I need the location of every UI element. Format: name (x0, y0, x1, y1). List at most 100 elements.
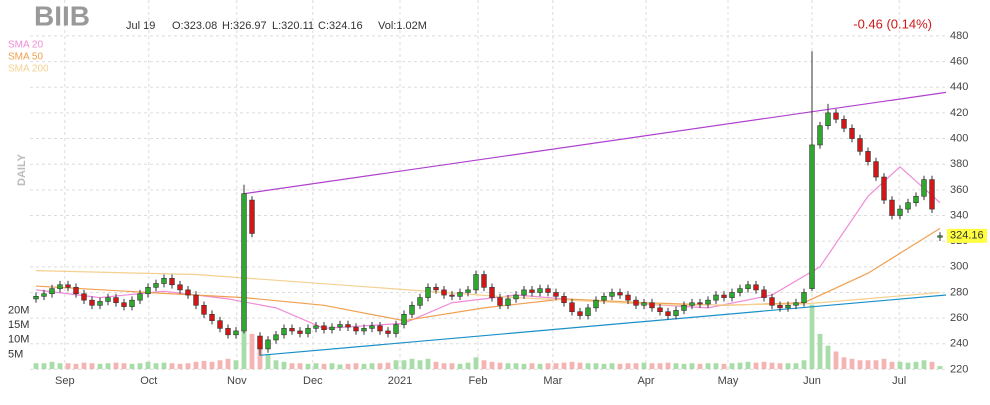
candle-body (57, 284, 63, 289)
ticker: BIIB (34, 0, 90, 31)
volume-bar (529, 363, 535, 370)
volume-bar (345, 363, 351, 370)
volume-bar (265, 354, 271, 370)
volume-bar (873, 360, 879, 370)
legend-entry: SMA 50 (8, 52, 43, 63)
volume-bar (289, 363, 295, 370)
x-tick-label: Jun (803, 375, 821, 387)
candle-body (233, 330, 239, 336)
volume-bar (673, 363, 679, 370)
candle-body (73, 287, 79, 295)
volume-bar (329, 363, 335, 370)
candle-body (897, 208, 903, 216)
volume-bar (761, 361, 767, 370)
candle-body (345, 324, 351, 328)
candle-body (681, 304, 687, 311)
volume-bar (513, 363, 519, 370)
header-low: L:320.11 (272, 20, 314, 32)
volume-bar (169, 363, 175, 370)
x-tick-label: Nov (227, 375, 247, 387)
candle-body (201, 304, 207, 315)
candle-body (873, 161, 879, 178)
candle-body (833, 112, 839, 120)
volume-bar (41, 363, 47, 370)
header-high: H:326.97 (222, 20, 267, 32)
volume-bar (217, 360, 223, 370)
candle-body (217, 320, 223, 329)
candle-body (33, 296, 39, 300)
candle-body (153, 283, 159, 288)
candle-body (505, 298, 511, 306)
volume-bar (337, 364, 343, 370)
y-tick-label: 460 (950, 55, 968, 67)
volume-bar (385, 362, 391, 370)
candle-body (225, 328, 231, 336)
candle-body (841, 118, 847, 129)
candle-body (673, 310, 679, 316)
candle-body (561, 296, 567, 304)
x-tick-label: Feb (469, 375, 488, 387)
volume-bar (929, 361, 935, 370)
y-tick-label: 480 (950, 30, 968, 42)
volume-bar (441, 363, 447, 370)
volume-bar (545, 363, 551, 370)
candle-body (297, 330, 303, 334)
candle-body (145, 287, 151, 295)
volume-bar (97, 363, 103, 370)
candle-body (753, 284, 759, 291)
trend-line (259, 294, 947, 356)
candle-body (905, 202, 911, 210)
header-volume: Vol:1.02M (378, 20, 427, 32)
y-tick-label: 420 (950, 107, 968, 119)
candle-body (265, 339, 271, 350)
volume-bar (937, 366, 943, 370)
candle-body (385, 330, 391, 334)
volume-bar (465, 362, 471, 370)
candle-body (705, 299, 711, 305)
y-tick-label: 440 (950, 81, 968, 93)
candle-body (769, 297, 775, 306)
volume-bar (689, 363, 695, 370)
candle-body (857, 138, 863, 152)
candle-body (465, 289, 471, 293)
volume-bar (753, 362, 759, 370)
volume-bar (881, 358, 887, 370)
y-tick-label: 220 (950, 363, 968, 375)
volume-bar (817, 333, 823, 370)
volume-bar (849, 358, 855, 370)
volume-bar (809, 304, 815, 370)
header-open: O:323.08 (172, 20, 217, 32)
candle-body (441, 289, 447, 296)
volume-bar (777, 363, 783, 370)
candle-body (169, 278, 175, 286)
candle-body (865, 151, 871, 162)
y-tick-label: 300 (950, 261, 968, 273)
header-close: C:324.16 (318, 20, 363, 32)
volume-bar (825, 345, 831, 370)
candle-body (593, 299, 599, 309)
volume-bar (49, 361, 55, 370)
candle-body (665, 311, 671, 316)
volume-bar (481, 360, 487, 370)
volume-bar (713, 363, 719, 370)
candle-body (529, 289, 535, 293)
volume-bar (105, 363, 111, 370)
volume-bar (601, 363, 607, 370)
volume-tick-label: 15M (8, 319, 29, 331)
volume-bar (193, 361, 199, 370)
grid (30, 0, 946, 372)
candle-body (273, 334, 279, 341)
candle-body (889, 199, 895, 216)
candle-body (65, 284, 71, 288)
candle-body (617, 292, 623, 296)
volume-bar (745, 361, 751, 370)
candle-body (209, 313, 215, 321)
candle-body (81, 293, 87, 301)
candle-body (137, 293, 143, 301)
candle-body (553, 292, 559, 297)
candle-body (361, 328, 367, 332)
volume-bar (729, 363, 735, 370)
volume-bar (185, 363, 191, 370)
